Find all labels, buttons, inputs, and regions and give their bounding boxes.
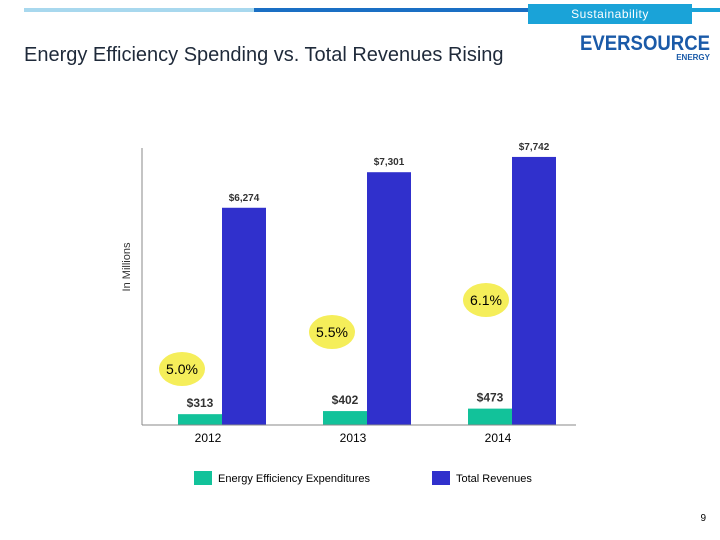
bar-revenue-2014 [512,156,556,426]
page-title: Energy Efficiency Spending vs. Total Rev… [24,44,504,66]
ratio-label-2012: 5.0% [166,361,198,377]
ratio-bubble-2012 [159,352,205,386]
labels-layer: $313 $6,274 2012 $402 $7,301 2013 $473 $7,742 20… [159,142,550,445]
x-tick-label-2012: 2012 [195,431,222,445]
bars-layer [178,156,556,426]
legend-label-revenue: Total Revenues [456,473,532,485]
data-label-ee-2013: $402 [332,393,359,407]
section-tag: Sustainability [528,4,692,24]
ratio-bubble-2014 [463,283,509,317]
ratio-bubble-2013 [309,315,355,349]
ratio-label-2013: 5.5% [316,324,348,340]
x-tick-label-2013: 2013 [340,431,367,445]
bar-ee-2014 [468,408,512,425]
data-label-revenue-2012: $6,274 [229,193,260,204]
y-axis-label: In Millions [121,242,133,291]
bar-revenue-2012 [222,207,266,425]
eversource-logo: EVERSOURCE ENERGY [580,32,711,62]
data-label-revenue-2014: $7,742 [519,142,550,153]
legend-label-ee: Energy Efficiency Expenditures [218,473,371,485]
bar-revenue-2013 [367,172,411,425]
page-number: 9 [700,513,706,524]
legend-swatch-ee [194,471,212,485]
ratio-label-2014: 6.1% [470,292,502,308]
bar-ee-2013 [323,411,367,425]
logo-wordmark: EVERSOURCE [580,32,710,55]
data-label-revenue-2013: $7,301 [374,157,405,168]
legend-swatch-revenue [432,471,450,485]
data-label-ee-2012: $313 [187,396,214,410]
data-label-ee-2014: $473 [477,391,504,405]
logo-subtext: ENERGY [676,53,710,62]
legend: Energy Efficiency Expenditures Total Reve… [194,471,532,485]
x-tick-label-2014: 2014 [485,431,512,445]
bar-ee-2012 [178,414,222,425]
